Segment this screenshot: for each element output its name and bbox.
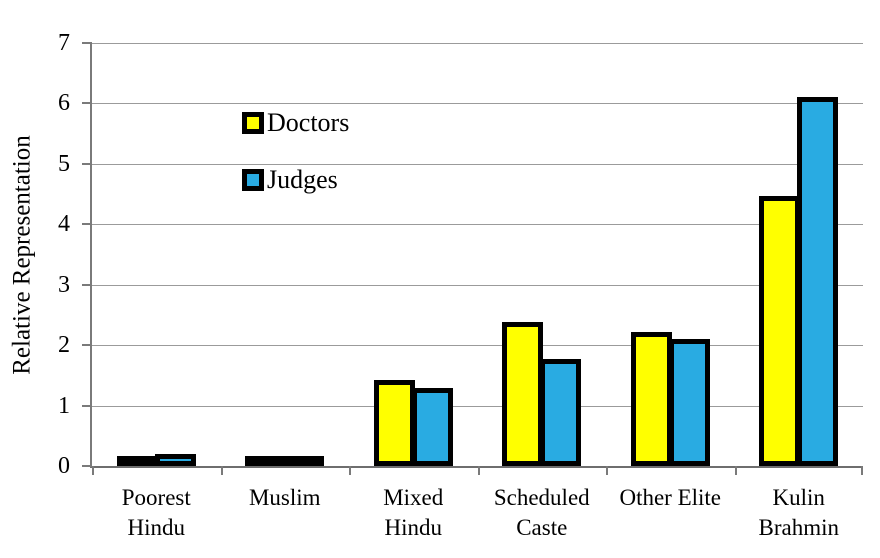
bar-judges-kulin-brahmin — [797, 97, 839, 466]
bar-judges-mixed-hindu — [411, 388, 453, 466]
y-tick-mark-3 — [82, 283, 92, 286]
bar-judges-scheduled-caste — [540, 359, 582, 466]
bar-group-other-elite — [606, 43, 735, 466]
legend-label-doctors: Doctors — [267, 108, 350, 137]
x-tick-mark-4 — [606, 466, 608, 475]
x-axis-labels: Poorest Hindu Muslim Mixed Hindu Scheduled Cas… — [92, 483, 863, 543]
bar-doctors-kulin-brahmin — [759, 196, 801, 466]
x-label-line: Other Elite — [619, 485, 722, 510]
y-tick-mark-5 — [82, 162, 92, 165]
bar-group-scheduled-caste — [478, 43, 607, 466]
gridline-y3 — [92, 284, 863, 286]
legend: Doctors Judges — [242, 109, 349, 223]
x-tick-mark-0 — [92, 466, 94, 475]
bar-group-muslim — [221, 43, 350, 466]
plot-area: Doctors Judges — [82, 42, 863, 475]
bar-doctors-poorest-hindu — [116, 456, 158, 466]
bar-group-poorest-hindu — [92, 43, 221, 466]
gridline-y2 — [92, 345, 863, 347]
y-tick-mark-2 — [82, 344, 92, 347]
legend-item-doctors: Doctors — [242, 109, 349, 137]
x-axis-line — [90, 466, 863, 468]
x-label-mixed-hindu: Mixed Hindu — [349, 483, 478, 543]
y-tick-mark-0 — [82, 465, 92, 467]
doctors-swatch-icon — [242, 112, 264, 134]
x-label-scheduled-caste: Scheduled Caste — [478, 483, 607, 543]
x-tick-mark-6 — [861, 466, 863, 475]
gridline-y4 — [92, 224, 863, 226]
bar-judges-muslim — [283, 456, 325, 466]
x-label-poorest-hindu: Poorest Hindu — [92, 483, 221, 543]
y-tick-label-6: 6 — [58, 90, 70, 117]
y-tick-label-3: 3 — [58, 271, 70, 298]
x-label-line: Poorest — [121, 485, 191, 510]
x-label-line: Muslim — [248, 485, 321, 510]
gridline-y5 — [92, 163, 863, 165]
y-tick-label-7: 7 — [58, 30, 70, 56]
x-tick-mark-5 — [734, 466, 737, 475]
x-label-line: Caste — [516, 515, 568, 540]
y-axis-line — [90, 43, 92, 466]
legend-item-judges: Judges — [242, 166, 349, 194]
x-tick-mark-3 — [477, 466, 480, 475]
gridline-y6 — [92, 103, 863, 105]
bar-judges-other-elite — [668, 339, 710, 466]
bar-doctors-scheduled-caste — [502, 322, 544, 466]
gridline-y7 — [92, 43, 863, 44]
x-label-muslim: Muslim — [221, 483, 350, 543]
y-tick-mark-7 — [82, 42, 92, 44]
x-label-line: Hindu — [127, 515, 186, 540]
x-label-line: Kulin — [772, 485, 825, 510]
y-tick-label-5: 5 — [58, 150, 70, 177]
bar-doctors-muslim — [245, 456, 287, 466]
bar-judges-poorest-hindu — [154, 454, 196, 466]
bar-group-mixed-hindu — [349, 43, 478, 466]
x-tick-mark-1 — [220, 466, 223, 475]
y-tick-label-2: 2 — [58, 332, 70, 359]
judges-swatch-icon — [242, 169, 264, 191]
bars — [92, 43, 863, 466]
x-tick-mark-2 — [349, 466, 351, 475]
bar-doctors-mixed-hindu — [373, 380, 415, 466]
bar-group-kulin-brahmin — [735, 43, 864, 466]
gridline-y1 — [92, 405, 863, 407]
y-tick-label-4: 4 — [58, 211, 70, 238]
y-tick-mark-4 — [82, 223, 92, 226]
legend-label-judges: Judges — [267, 165, 338, 194]
y-tick-mark-1 — [82, 404, 92, 407]
x-label-line: Scheduled — [493, 485, 590, 510]
x-label-line: Mixed — [383, 485, 444, 510]
bar-doctors-other-elite — [630, 332, 672, 466]
x-label-other-elite: Other Elite — [606, 483, 735, 543]
x-label-kulin-brahmin: Kulin Brahmin — [735, 483, 864, 543]
y-tick-label-1: 1 — [58, 392, 70, 419]
x-label-line: Brahmin — [758, 515, 840, 540]
y-tick-mark-6 — [82, 102, 92, 105]
x-label-line: Hindu — [384, 515, 443, 540]
y-tick-label-0: 0 — [58, 453, 70, 479]
